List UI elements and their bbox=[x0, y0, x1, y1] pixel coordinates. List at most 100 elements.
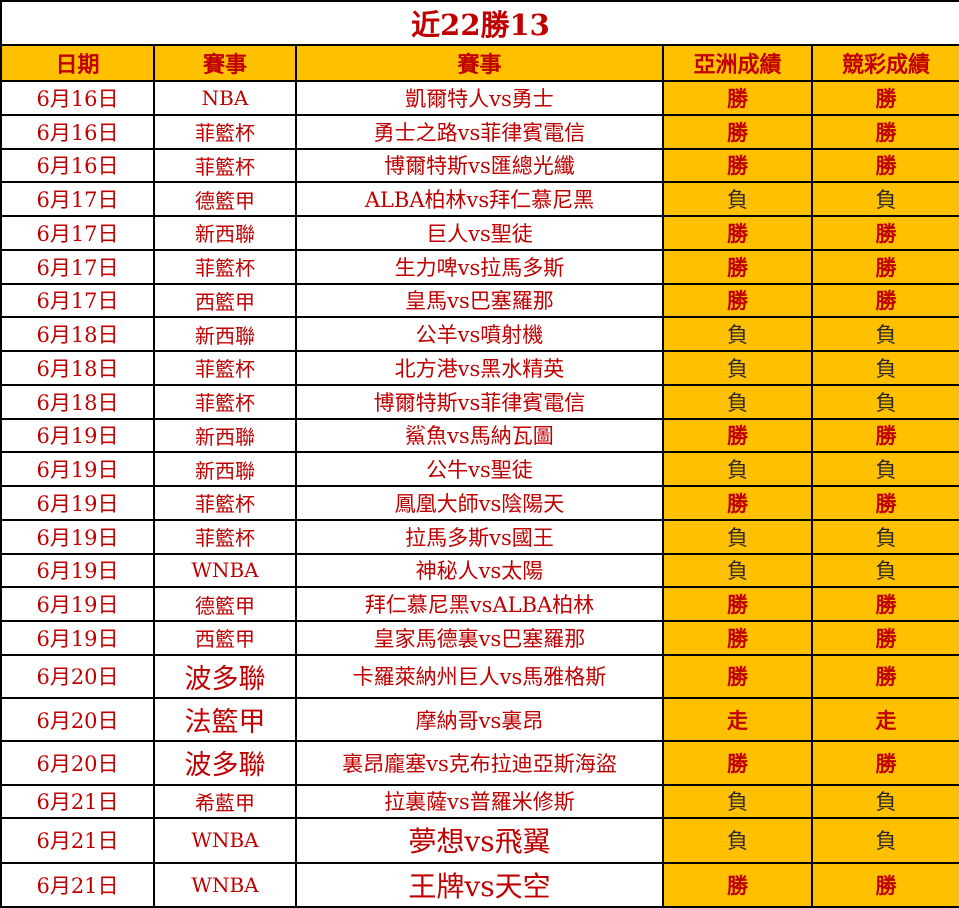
date-cell: 6月19日 bbox=[0, 518, 155, 555]
match-cell: 巨人vs聖徒 bbox=[295, 215, 664, 251]
league-cell: WNBA bbox=[153, 817, 297, 864]
table-row: 6月21日 WNBA 王牌vs天空勝勝 bbox=[0, 861, 959, 908]
asian-result-cell: 勝 bbox=[662, 620, 813, 656]
lottery-result-cell: 勝 bbox=[810, 248, 959, 285]
table-row: 6月19日 西籃甲 皇家馬德裏vs巴塞羅那勝勝 bbox=[0, 620, 959, 656]
table-row: 6月20日 波多聯 裏昂龐塞vs克布拉迪亞斯海盜勝勝 bbox=[0, 740, 959, 786]
lottery-result-cell: 勝 bbox=[810, 861, 959, 908]
column-header-lottery-result: 競彩成績 bbox=[810, 44, 959, 82]
lottery-result-cell: 勝 bbox=[810, 653, 959, 700]
lottery-result-cell: 負 bbox=[810, 783, 959, 820]
match-cell: 生力啤vs拉馬多斯 bbox=[295, 248, 664, 285]
league-cell: 西籃甲 bbox=[153, 620, 297, 656]
table-row: 6月20日 波多聯 卡羅萊納州巨人vs馬雅格斯勝勝 bbox=[0, 653, 959, 700]
asian-result-cell: 負 bbox=[662, 552, 813, 589]
match-cell: 拉馬多斯vs國王 bbox=[295, 518, 664, 555]
league-cell: 菲籃杯 bbox=[153, 350, 297, 386]
table-row: 6月19日 新西聯 公牛vs聖徒負負 bbox=[0, 451, 959, 487]
title-row: 近22勝13 bbox=[0, 0, 959, 46]
table-row: 6月21日 希藍甲 拉裏薩vs普羅米修斯負負 bbox=[0, 783, 959, 820]
league-cell: 菲籃杯 bbox=[153, 248, 297, 285]
date-cell: 6月21日 bbox=[0, 861, 155, 908]
lottery-result-cell: 勝 bbox=[810, 80, 959, 116]
asian-result-cell: 勝 bbox=[662, 740, 813, 786]
asian-result-cell: 負 bbox=[662, 451, 813, 487]
lottery-result-cell: 負 bbox=[810, 451, 959, 487]
lottery-result-cell: 勝 bbox=[810, 417, 959, 454]
column-header-match: 賽事 bbox=[295, 44, 664, 82]
lottery-result-cell: 勝 bbox=[810, 282, 959, 319]
match-cell: 卡羅萊納州巨人vs馬雅格斯 bbox=[295, 653, 664, 700]
league-cell: 新西聯 bbox=[153, 451, 297, 487]
league-cell: 德籃甲 bbox=[153, 586, 297, 622]
table-row: 6月17日 西籃甲 皇馬vs巴塞羅那勝勝 bbox=[0, 282, 959, 319]
lottery-result-cell: 走 bbox=[810, 696, 959, 743]
lottery-result-cell: 勝 bbox=[810, 586, 959, 622]
asian-result-cell: 勝 bbox=[662, 485, 813, 521]
league-cell: 德籃甲 bbox=[153, 181, 297, 217]
date-cell: 6月16日 bbox=[0, 147, 155, 184]
table-row: 6月16日 菲籃杯 博爾特斯vs匯總光纖勝勝 bbox=[0, 147, 959, 184]
league-cell: WNBA bbox=[153, 552, 297, 589]
league-cell: 波多聯 bbox=[153, 740, 297, 786]
table-row: 6月16日 菲籃杯 勇士之路vs菲律賓電信勝勝 bbox=[0, 113, 959, 150]
table-row: 6月18日 菲籃杯 博爾特斯vs菲律賓電信負負 bbox=[0, 383, 959, 420]
table-row: 6月17日 菲籃杯 生力啤vs拉馬多斯勝勝 bbox=[0, 248, 959, 285]
league-cell: 希藍甲 bbox=[153, 783, 297, 820]
league-cell: 菲籃杯 bbox=[153, 518, 297, 555]
asian-result-cell: 勝 bbox=[662, 282, 813, 319]
asian-result-cell: 負 bbox=[662, 350, 813, 386]
match-cell: 夢想vs飛翼 bbox=[295, 817, 664, 864]
lottery-result-cell: 勝 bbox=[810, 740, 959, 786]
date-cell: 6月18日 bbox=[0, 350, 155, 386]
page-title: 近22勝13 bbox=[0, 0, 959, 46]
table-row: 6月18日 菲籃杯 北方港vs黑水精英負負 bbox=[0, 350, 959, 386]
date-cell: 6月19日 bbox=[0, 417, 155, 454]
lottery-result-cell: 負 bbox=[810, 316, 959, 352]
date-cell: 6月19日 bbox=[0, 586, 155, 622]
table-row: 6月19日 WNBA 神秘人vs太陽負負 bbox=[0, 552, 959, 589]
table-row: 6月21日 WNBA 夢想vs飛翼負負 bbox=[0, 817, 959, 864]
lottery-result-cell: 負 bbox=[810, 817, 959, 864]
match-cell: 鳳凰大師vs陰陽天 bbox=[295, 485, 664, 521]
match-cell: 皇家馬德裏vs巴塞羅那 bbox=[295, 620, 664, 656]
table-row: 6月19日 德籃甲 拜仁慕尼黑vsALBA柏林勝勝 bbox=[0, 586, 959, 622]
asian-result-cell: 負 bbox=[662, 181, 813, 217]
date-cell: 6月19日 bbox=[0, 620, 155, 656]
date-cell: 6月17日 bbox=[0, 248, 155, 285]
lottery-result-cell: 負 bbox=[810, 181, 959, 217]
column-header-date: 日期 bbox=[0, 44, 155, 82]
table-row: 6月19日 菲籃杯 鳳凰大師vs陰陽天勝勝 bbox=[0, 485, 959, 521]
league-cell: 新西聯 bbox=[153, 316, 297, 352]
header-row: 日期 賽事 賽事 亞洲成績 競彩成績 bbox=[0, 44, 959, 82]
lottery-result-cell: 勝 bbox=[810, 113, 959, 150]
date-cell: 6月20日 bbox=[0, 740, 155, 786]
lottery-result-cell: 負 bbox=[810, 518, 959, 555]
asian-result-cell: 勝 bbox=[662, 147, 813, 184]
table-row: 6月19日 新西聯 鯊魚vs馬納瓦圖勝勝 bbox=[0, 417, 959, 454]
date-cell: 6月16日 bbox=[0, 80, 155, 116]
asian-result-cell: 負 bbox=[662, 316, 813, 352]
lottery-result-cell: 勝 bbox=[810, 620, 959, 656]
match-cell: 拉裏薩vs普羅米修斯 bbox=[295, 783, 664, 820]
match-cell: 皇馬vs巴塞羅那 bbox=[295, 282, 664, 319]
match-cell: 凱爾特人vs勇士 bbox=[295, 80, 664, 116]
league-cell: 菲籃杯 bbox=[153, 485, 297, 521]
league-cell: 法籃甲 bbox=[153, 696, 297, 743]
asian-result-cell: 勝 bbox=[662, 215, 813, 251]
lottery-result-cell: 勝 bbox=[810, 215, 959, 251]
asian-result-cell: 負 bbox=[662, 783, 813, 820]
asian-result-cell: 勝 bbox=[662, 861, 813, 908]
asian-result-cell: 勝 bbox=[662, 80, 813, 116]
league-cell: NBA bbox=[153, 80, 297, 116]
match-cell: 王牌vs天空 bbox=[295, 861, 664, 908]
league-cell: 菲籃杯 bbox=[153, 147, 297, 184]
table-body: 6月16日 NBA 凱爾特人vs勇士勝勝 6月16日 菲籃杯 勇士之路vs菲律賓電信勝勝 6… bbox=[0, 80, 959, 908]
date-cell: 6月18日 bbox=[0, 383, 155, 420]
table-row: 6月20日 法籃甲 摩納哥vs裏昂走走 bbox=[0, 696, 959, 743]
asian-result-cell: 勝 bbox=[662, 586, 813, 622]
league-cell: 新西聯 bbox=[153, 215, 297, 251]
match-cell: 裏昂龐塞vs克布拉迪亞斯海盜 bbox=[295, 740, 664, 786]
